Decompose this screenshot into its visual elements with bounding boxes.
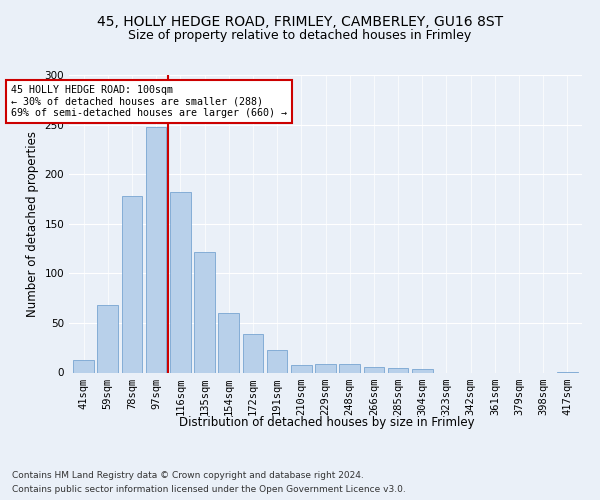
Bar — [170, 192, 191, 372]
Text: 45 HOLLY HEDGE ROAD: 100sqm
← 30% of detached houses are smaller (288)
69% of se: 45 HOLLY HEDGE ROAD: 100sqm ← 30% of det… — [11, 85, 287, 118]
Text: 45, HOLLY HEDGE ROAD, FRIMLEY, CAMBERLEY, GU16 8ST: 45, HOLLY HEDGE ROAD, FRIMLEY, CAMBERLEY… — [97, 16, 503, 30]
Bar — [122, 196, 142, 372]
Bar — [412, 368, 433, 372]
Bar — [267, 350, 287, 372]
Bar — [73, 360, 94, 372]
Bar — [340, 364, 360, 372]
Bar — [218, 313, 239, 372]
Bar — [242, 334, 263, 372]
Text: Size of property relative to detached houses in Frimley: Size of property relative to detached ho… — [128, 30, 472, 43]
Bar — [315, 364, 336, 372]
Bar — [194, 252, 215, 372]
Text: Contains HM Land Registry data © Crown copyright and database right 2024.: Contains HM Land Registry data © Crown c… — [12, 472, 364, 480]
Bar — [364, 366, 384, 372]
Bar — [97, 305, 118, 372]
Text: Distribution of detached houses by size in Frimley: Distribution of detached houses by size … — [179, 416, 475, 429]
Y-axis label: Number of detached properties: Number of detached properties — [26, 130, 39, 317]
Text: Contains public sector information licensed under the Open Government Licence v3: Contains public sector information licen… — [12, 484, 406, 494]
Bar — [146, 126, 166, 372]
Bar — [291, 364, 311, 372]
Bar — [388, 368, 409, 372]
